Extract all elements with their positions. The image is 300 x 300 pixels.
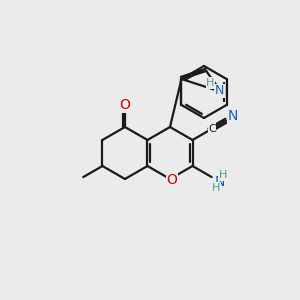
Text: O: O [167,173,177,187]
Text: N: N [214,175,225,188]
Text: N: N [228,110,238,124]
Text: H: H [212,183,220,193]
Text: H: H [206,78,215,88]
Text: O: O [119,98,130,112]
Text: H: H [219,170,227,181]
Text: C: C [208,124,216,134]
Text: N: N [215,85,224,98]
